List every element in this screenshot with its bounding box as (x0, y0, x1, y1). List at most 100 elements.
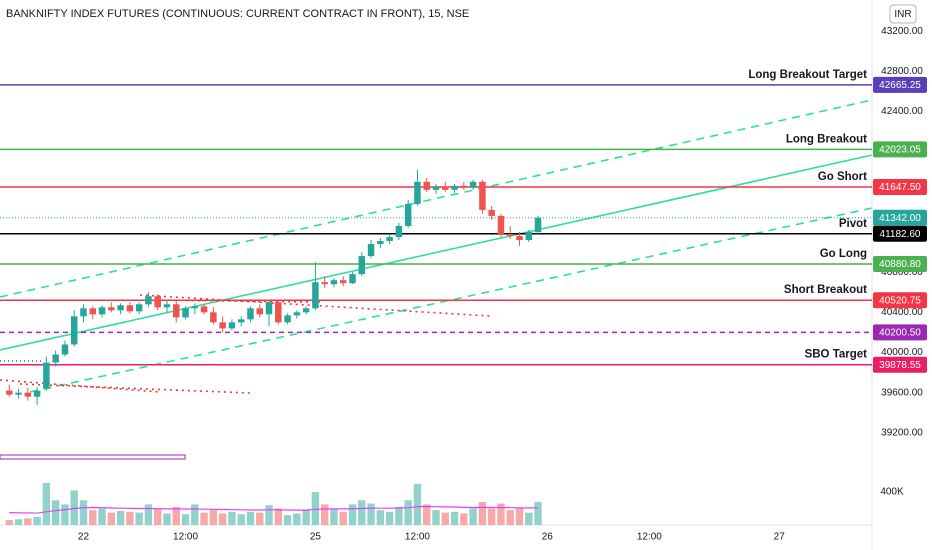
level-price-label: 40520.75 (879, 295, 921, 306)
candle-body (108, 307, 115, 311)
volume-bar (487, 508, 496, 525)
candle-body (256, 308, 263, 315)
volume-bar (534, 501, 542, 525)
volume-bar (116, 510, 125, 525)
candle-body (154, 296, 161, 308)
last-price-label: 41342.00 (879, 213, 921, 224)
candle-body (442, 186, 449, 190)
level-name: SBO Target (805, 349, 868, 361)
candle-body (302, 308, 310, 313)
level-price-label: 42665.25 (879, 80, 921, 91)
candle-body (386, 237, 393, 242)
volume-bar (24, 518, 32, 525)
y-tick-label: 42800.00 (881, 66, 923, 77)
y-tick-label: 43200.00 (881, 26, 923, 37)
level-price-box (873, 256, 927, 273)
volume-bar (367, 503, 375, 525)
x-tick-label: 22 (78, 532, 90, 543)
candle-body (432, 186, 440, 190)
currency[interactable]: INR (894, 9, 911, 20)
volume-bar (460, 513, 468, 525)
currency-box[interactable] (889, 4, 917, 24)
candle-body (339, 280, 347, 284)
volume-bar (469, 508, 477, 525)
candle-body (284, 315, 291, 323)
volume-bar (237, 514, 245, 525)
candle-body (525, 231, 533, 241)
level-name: Long Breakout Target (748, 69, 867, 81)
chart-title: BANKNIFTY INDEX FUTURES (CONTINUOUS: CUR… (6, 8, 469, 20)
candle-body (200, 306, 208, 313)
candle-body (377, 241, 384, 245)
trendline-upper (0, 99, 873, 298)
candle-body (265, 302, 273, 315)
candle-body (367, 244, 375, 257)
level-price-label: 40200.50 (879, 328, 921, 339)
candle-body (52, 354, 59, 363)
candle-body (24, 392, 32, 397)
volume-bar (497, 503, 505, 525)
volume-bar (70, 490, 78, 525)
candle-body (89, 308, 97, 315)
level-name: Pivot (839, 218, 867, 230)
volume-bar (79, 500, 88, 525)
candle-body (349, 274, 356, 284)
volume-bar (506, 510, 514, 525)
x-tick-label: 12:00 (405, 532, 430, 543)
triangle-line (0, 379, 161, 393)
y-tick-label: 39200.00 (881, 427, 923, 438)
volume-bar (432, 510, 440, 525)
candle-body (506, 233, 514, 237)
candle-body (330, 280, 338, 285)
volume-bar (51, 500, 60, 525)
volume-bar (358, 500, 366, 525)
candle-body (404, 203, 412, 226)
candle-body (479, 181, 486, 210)
volume-bar (181, 514, 190, 525)
volume-bar (385, 511, 394, 525)
level-price-label: 41182.60 (880, 229, 921, 240)
candle-body (61, 344, 69, 355)
volume-bar (200, 512, 208, 525)
last-price-box (873, 209, 927, 226)
volume-bar (423, 504, 431, 525)
candle-body (173, 304, 180, 318)
volume-bar (339, 511, 347, 525)
candle-body (219, 322, 226, 329)
candle-body (534, 217, 542, 232)
y-tick-label: 40800.00 (881, 267, 923, 278)
volume-bar (348, 504, 357, 525)
candle-body (15, 392, 22, 395)
level-name: Short Breakout (784, 284, 867, 296)
volume-bar (311, 492, 320, 525)
candle-body (43, 362, 50, 389)
level-price-box (873, 292, 927, 309)
candle-body (469, 181, 477, 188)
candle-body (358, 256, 366, 275)
y-tick-label: 42400.00 (881, 106, 923, 117)
level-price-box (873, 141, 927, 158)
candle-body (451, 185, 458, 190)
volume-bar (376, 510, 385, 525)
volume-bar (209, 510, 218, 525)
volume-bar (191, 504, 199, 525)
range-box (0, 454, 186, 460)
candle-body (237, 319, 245, 323)
volume-bar (404, 500, 412, 525)
candle-body (191, 306, 199, 309)
y-tick-label: 40400.00 (881, 307, 923, 318)
volume-bar (256, 512, 264, 525)
candle-body (423, 181, 430, 190)
candle-body (414, 181, 421, 204)
level-price-label: 42023.05 (879, 144, 921, 155)
volume-bar (89, 510, 97, 525)
level-name: Long Breakout (786, 133, 867, 145)
volume-bar (413, 483, 422, 525)
level-name: Go Short (818, 171, 867, 183)
candle-body (6, 390, 13, 395)
y-tick-label: 40000.00 (881, 347, 923, 358)
candle-body (228, 322, 236, 329)
candle-body (321, 282, 328, 285)
candle-body (117, 305, 124, 311)
